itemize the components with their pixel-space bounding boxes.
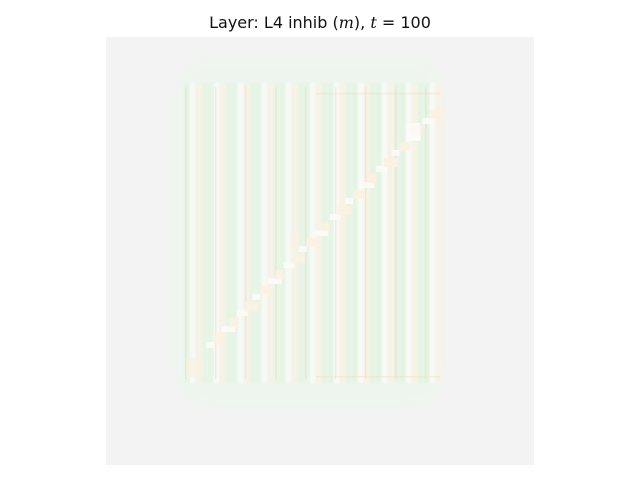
heatmap-stripe bbox=[406, 83, 411, 383]
heatmap-stripe bbox=[400, 83, 405, 383]
accent-pattern bbox=[185, 87, 445, 379]
heatmap-diagonal-cell bbox=[283, 262, 295, 268]
heatmap-diagonal-cell bbox=[236, 310, 248, 316]
heatmap-stripe bbox=[220, 83, 225, 383]
heatmap-stripe bbox=[214, 83, 219, 383]
heatmap-diagonal-cell bbox=[360, 182, 375, 188]
heatmap-diagonal-cell bbox=[252, 294, 261, 300]
heatmap-diagonal-cell bbox=[399, 142, 411, 151]
heatmap-stripe bbox=[328, 83, 333, 383]
heatmap-stripe bbox=[280, 83, 285, 383]
plot-title: Layer: L4 inhib (m), t = 100 bbox=[0, 12, 640, 34]
heatmap-stripe bbox=[346, 83, 351, 383]
heatmap-stripe bbox=[190, 83, 195, 383]
heatmap-diagonal-cell bbox=[298, 246, 307, 252]
heatmap-diagonal-cell bbox=[206, 342, 214, 348]
heatmap-accent-line bbox=[395, 87, 397, 379]
heatmap-diagonal-cell bbox=[321, 222, 330, 231]
heatmap-diagonal-cell bbox=[337, 206, 352, 215]
title-suffix: = 100 bbox=[376, 13, 431, 32]
heatmap-diagonal-cell bbox=[260, 286, 272, 295]
heatmap-stripe bbox=[310, 83, 315, 383]
title-middle: ), bbox=[353, 13, 371, 32]
heatmap-stripe bbox=[376, 83, 381, 383]
heatmap-diagonal-cell bbox=[383, 158, 398, 167]
heatmap-stripe bbox=[334, 83, 339, 383]
heatmap-diagonal-cell bbox=[368, 174, 377, 183]
heatmap-diagonal-cell bbox=[275, 270, 284, 279]
heatmap-stripe bbox=[394, 83, 399, 383]
title-prefix: Layer: L4 inhib ( bbox=[209, 13, 339, 32]
heatmap-diagonal-cell bbox=[290, 254, 305, 263]
heatmap-accent-line bbox=[365, 87, 367, 379]
heatmap-stripe bbox=[208, 83, 213, 383]
heatmap-stripe bbox=[358, 83, 363, 383]
heatmap-accent-line bbox=[305, 87, 307, 379]
heatmap-diagonal-cell bbox=[329, 214, 341, 220]
heatmap-diagonal-cell bbox=[267, 278, 282, 284]
heatmap-stripe bbox=[268, 83, 273, 383]
heatmap-stripe bbox=[238, 83, 243, 383]
heatmap-accent-line bbox=[215, 87, 217, 379]
heatmap-highlight-cell bbox=[290, 233, 300, 249]
heatmap-accent-line bbox=[185, 87, 187, 379]
title-variable-t: t bbox=[370, 13, 377, 32]
heatmap-stripe bbox=[382, 83, 387, 383]
heatmap-diagonal-cell bbox=[213, 334, 225, 343]
heatmap-stripe bbox=[352, 83, 357, 383]
heatmap-stripe bbox=[364, 83, 369, 383]
heatmap-accent-line bbox=[316, 93, 440, 95]
heatmap-stripe bbox=[412, 83, 417, 383]
heatmap-corner-cell bbox=[186, 357, 204, 377]
heatmap-stripe bbox=[340, 83, 345, 383]
heatmap-accent-line bbox=[335, 87, 337, 379]
heatmap-stripe bbox=[250, 83, 255, 383]
heatmap-diagonal-cell bbox=[375, 166, 387, 172]
heatmap-stripe bbox=[274, 83, 279, 383]
heatmap-diagonal-cell bbox=[306, 238, 318, 247]
heatmap-stripe bbox=[436, 83, 441, 383]
heatmap-diagonal-cell bbox=[314, 230, 329, 236]
heatmap-accent-line bbox=[316, 376, 440, 378]
heatmap-diagonal-cell bbox=[244, 302, 259, 311]
heatmap-stripe bbox=[184, 83, 189, 383]
activation-heatmap bbox=[106, 37, 534, 465]
heatmap-highlight-cell bbox=[406, 123, 420, 141]
heatmap-stripe bbox=[304, 83, 309, 383]
heatmap-diagonal-cell bbox=[422, 118, 434, 124]
heatmap-diagonal-cell bbox=[430, 110, 445, 119]
heatmap-stripe bbox=[244, 83, 249, 383]
plot-area bbox=[106, 37, 534, 465]
heatmap-stripe bbox=[388, 83, 393, 383]
heatmap-accent-line bbox=[425, 87, 427, 379]
heatmap-stripe bbox=[196, 83, 201, 383]
heatmap-stripe bbox=[232, 83, 237, 383]
heatmap-diagonal-cell bbox=[229, 318, 238, 327]
heatmap-stripe bbox=[256, 83, 261, 383]
heatmap-stripe bbox=[298, 83, 303, 383]
heatmap-diagonal-cell bbox=[352, 190, 364, 199]
heatmap-diagonal-cell bbox=[345, 198, 354, 204]
heatmap-stripe bbox=[226, 83, 231, 383]
heatmap-accent-line bbox=[245, 87, 247, 379]
heatmap-stripe bbox=[370, 83, 375, 383]
heatmap-stripe bbox=[424, 83, 429, 383]
heatmap-accent-line bbox=[275, 87, 277, 379]
heatmap-diagonal-cell bbox=[221, 326, 236, 332]
heatmap-stripe bbox=[418, 83, 423, 383]
heatmap-stripe bbox=[202, 83, 207, 383]
title-variable-m: m bbox=[338, 13, 354, 32]
heatmap-diagonal-cell bbox=[391, 150, 400, 156]
heatmap-stripe bbox=[430, 83, 435, 383]
heatmap-stripe bbox=[262, 83, 267, 383]
heatmap-stripe bbox=[286, 83, 291, 383]
